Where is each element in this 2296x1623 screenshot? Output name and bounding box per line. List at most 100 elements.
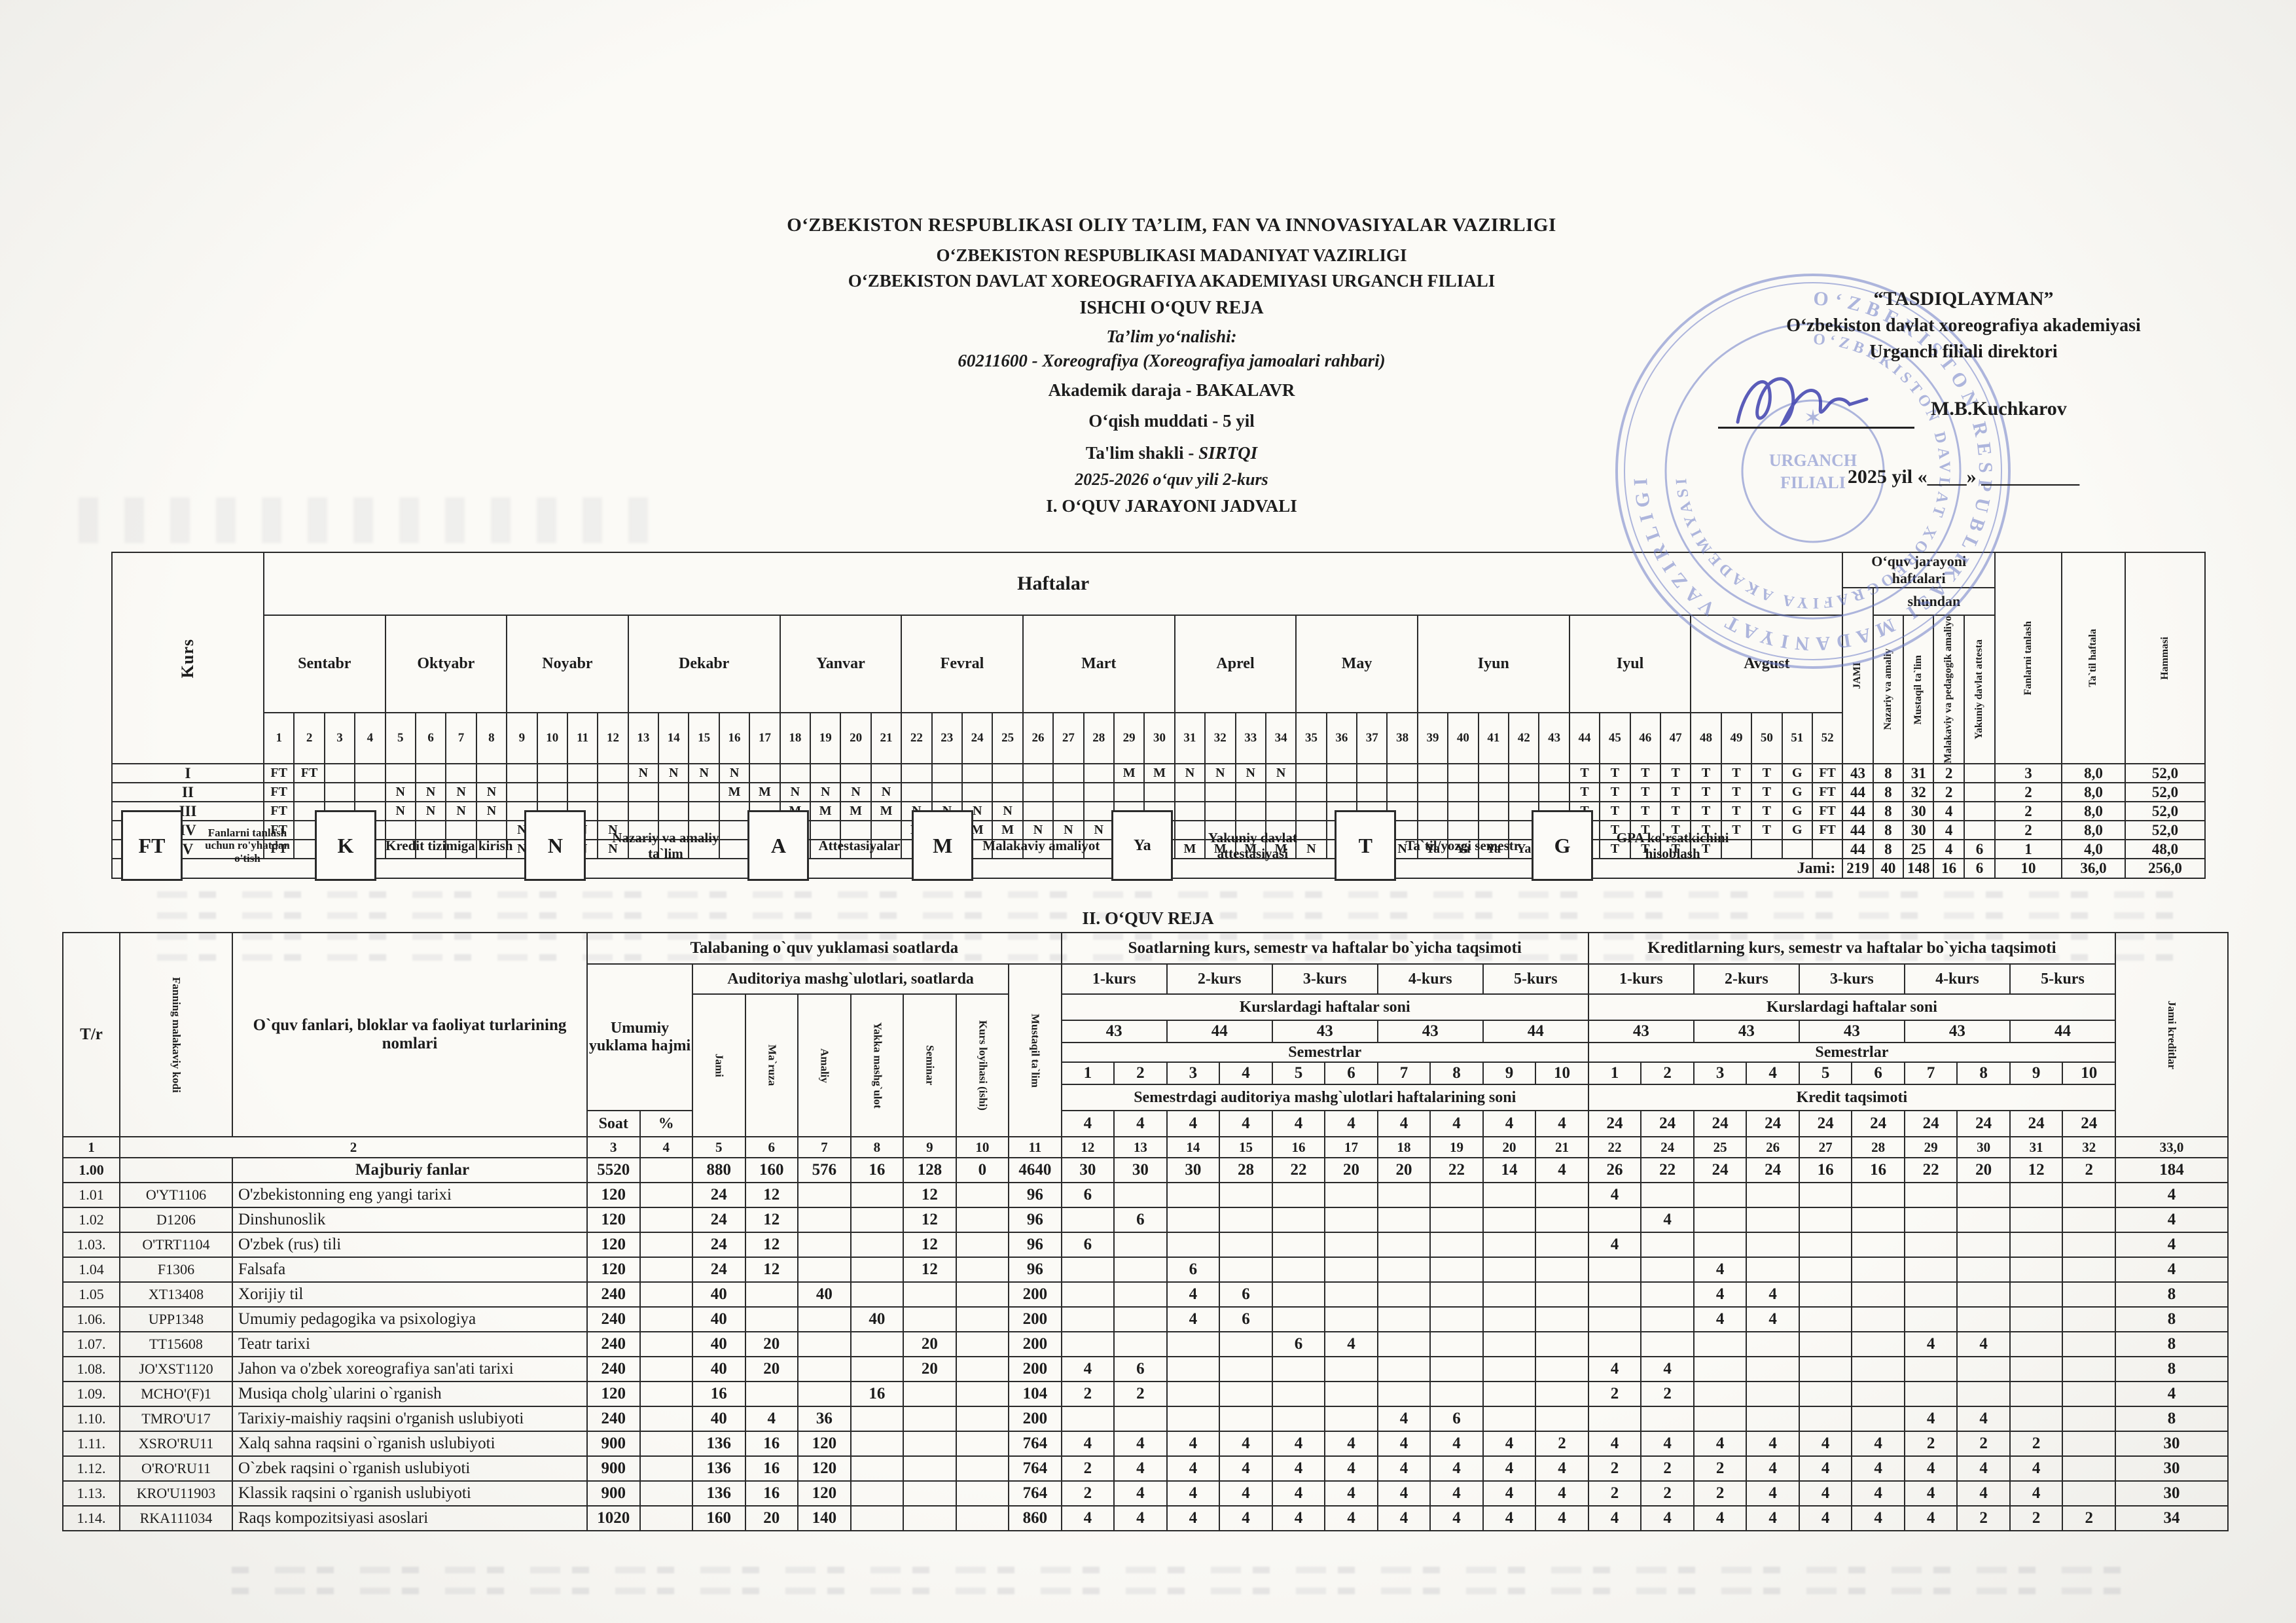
week-cell: M xyxy=(1174,839,1206,860)
semester-hours: 4 xyxy=(1113,1455,1168,1482)
row-number: 1.10. xyxy=(62,1406,120,1432)
subject-name: Xorijiy til xyxy=(232,1281,588,1308)
row-number: 1.01 xyxy=(62,1182,120,1208)
week-cell xyxy=(1356,782,1388,803)
week-cell xyxy=(1356,763,1388,784)
week-cell: N xyxy=(870,782,903,803)
column-number: 33,0 xyxy=(2115,1136,2229,1158)
week-cell: M xyxy=(1204,839,1236,860)
week-cell xyxy=(1083,782,1115,803)
weeks-value: 43 xyxy=(1376,1020,1484,1043)
hours-value xyxy=(955,1480,1010,1507)
semester-credits: 4 xyxy=(1956,1331,2011,1357)
summary-cell: 52,0 xyxy=(2125,782,2206,803)
semester-credits: 4 xyxy=(1587,1182,1642,1208)
week-number: 40 xyxy=(1447,711,1479,765)
semester-hours: 4 xyxy=(1271,1505,1326,1531)
semester-credits xyxy=(2009,1356,2064,1382)
hours-value: 0 xyxy=(955,1157,1010,1183)
week-cell xyxy=(627,820,660,841)
semester-credits: 24 xyxy=(1693,1157,1748,1183)
week-cell: T xyxy=(1599,820,1631,841)
column-number: 24 xyxy=(1640,1136,1695,1158)
semester-credits xyxy=(1798,1331,1853,1357)
week-cell: T xyxy=(1751,801,1783,822)
week-number: 24 xyxy=(961,711,994,765)
week-cell xyxy=(688,782,720,803)
semester-hours xyxy=(1376,1182,1431,1208)
semester-credits: 2 xyxy=(1693,1480,1748,1507)
week-number: 47 xyxy=(1659,711,1692,765)
semester-hours xyxy=(1535,1232,1589,1258)
hours-value: 200 xyxy=(1008,1306,1062,1332)
hours-value xyxy=(903,1505,957,1531)
sem-number: 4 xyxy=(1219,1061,1273,1085)
week-cell xyxy=(597,763,629,784)
week-cell: N xyxy=(384,782,416,803)
week-cell xyxy=(1751,839,1783,860)
semester-hours: 4 xyxy=(1060,1356,1115,1382)
aud-col-header: Ma`ruza xyxy=(745,994,798,1137)
week-cell xyxy=(931,763,963,784)
row-number: 1.02 xyxy=(62,1207,120,1233)
week-cell xyxy=(1174,782,1206,803)
weeks-value: 43 xyxy=(1798,1020,1905,1043)
aud-weeks-value: 4 xyxy=(1271,1110,1326,1137)
semester-hours: 4 xyxy=(1376,1480,1431,1507)
semester-hours xyxy=(1113,1232,1168,1258)
semester-credits: 4 xyxy=(1851,1480,1905,1507)
semester-credits xyxy=(1798,1281,1853,1308)
semester-hours: 4 xyxy=(1429,1455,1484,1482)
semester-hours: 4 xyxy=(1166,1480,1221,1507)
week-cell xyxy=(1477,763,1510,784)
week-cell xyxy=(1477,801,1510,822)
semester-hours xyxy=(1219,1381,1273,1407)
hours-value: 240 xyxy=(586,1281,641,1308)
week-cell xyxy=(1447,782,1479,803)
legend-row: FT Fanlarni tanlash uchun ro'yhatdan o'ti… xyxy=(121,810,2209,881)
summary-cell: 52,0 xyxy=(2125,801,2206,822)
summary-cell: 44 xyxy=(1842,782,1874,803)
week-cell xyxy=(1174,801,1206,822)
summary-cell xyxy=(1963,820,1996,841)
week-cell xyxy=(597,782,629,803)
legend-code-box: M xyxy=(912,810,974,881)
hours-value: 20 xyxy=(744,1331,799,1357)
summary-cell: 8 xyxy=(1872,839,1905,860)
semester-credits: 2 xyxy=(1956,1505,2011,1531)
approve-role: Urganch filiali direktori xyxy=(1869,342,2058,362)
week-cell xyxy=(1447,763,1479,784)
row-number: 1.14. xyxy=(62,1505,120,1531)
kredit-weeks-value: 24 xyxy=(1693,1110,1748,1137)
hours-value: 240 xyxy=(586,1331,641,1357)
week-cell: M xyxy=(840,801,872,822)
weeks-label-soat: Kurslardagi haftalar soni xyxy=(1060,993,1589,1021)
semester-credits: 2 xyxy=(1956,1431,2011,1457)
summary-cell: 52,0 xyxy=(2125,763,2206,784)
semester-hours xyxy=(1429,1257,1484,1283)
week-cell xyxy=(1477,782,1510,803)
subject-code: JO'XST1120 xyxy=(119,1356,233,1382)
aud-weeks-value: 4 xyxy=(1060,1110,1115,1137)
summary-cell: 2 xyxy=(1933,782,1965,803)
semester-hours xyxy=(1482,1381,1537,1407)
week-cell xyxy=(445,763,477,784)
week-number: 38 xyxy=(1386,711,1418,765)
week-number: 26 xyxy=(1022,711,1054,765)
hours-value xyxy=(903,1281,957,1308)
semestrlar-label: Semestrlar xyxy=(1587,1042,2117,1063)
subject-name: Musiqa cholg`ularini o`rganish xyxy=(232,1381,588,1407)
semester-hours: 4 xyxy=(1060,1505,1115,1531)
week-cell: T xyxy=(1659,820,1692,841)
week-number: 22 xyxy=(901,711,933,765)
fanlarni-tanlash-header: Fanlarni tanlash xyxy=(1994,551,2062,765)
hammasi-header: Hammasi xyxy=(2125,551,2206,765)
hours-value xyxy=(955,1182,1010,1208)
hours-value xyxy=(639,1257,694,1283)
hours-value: 860 xyxy=(1008,1505,1062,1531)
week-cell: N xyxy=(658,763,690,784)
week-cell xyxy=(992,763,1024,784)
week-cell: Ya xyxy=(1416,839,1449,860)
summary-cell: 44 xyxy=(1842,820,1874,841)
semester-credits xyxy=(2009,1306,2064,1332)
